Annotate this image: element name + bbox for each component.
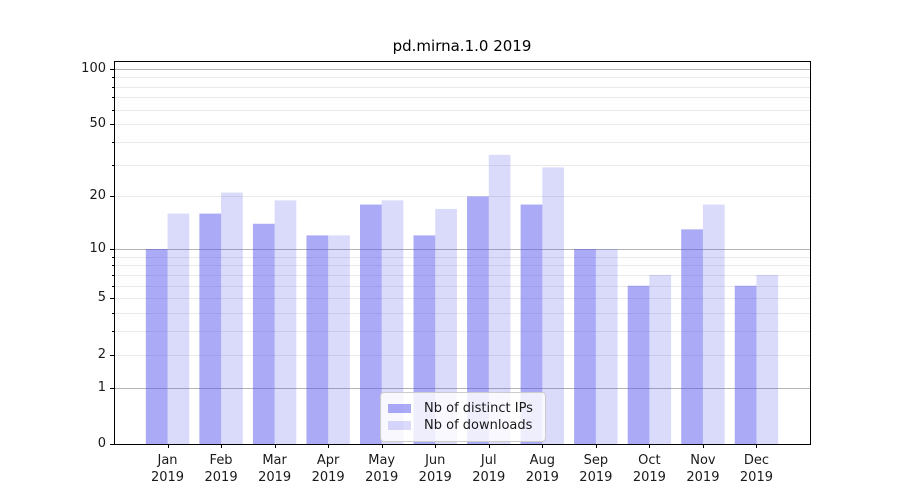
legend-label-distinct-ips: Nb of distinct IPs bbox=[424, 401, 533, 416]
bar-distinct-ips-Jan bbox=[145, 248, 168, 444]
y-tick-label: 0 bbox=[97, 436, 106, 451]
y-tick-label: 100 bbox=[81, 60, 106, 76]
x-tick-label: Feb 2019 bbox=[204, 453, 238, 485]
bar-distinct-ips-Apr bbox=[306, 235, 329, 444]
plot-spines bbox=[114, 61, 811, 445]
bar-downloads-Jul bbox=[488, 154, 511, 445]
bar-downloads-Mar bbox=[274, 200, 297, 444]
bar-distinct-ips-Dec bbox=[734, 285, 757, 444]
x-tick-label: Oct 2019 bbox=[632, 453, 666, 485]
y-tick-label: 50 bbox=[89, 116, 106, 132]
bar-distinct-ips-Oct bbox=[627, 285, 650, 444]
bar-downloads-Feb bbox=[221, 192, 243, 444]
bar-distinct-ips-Aug bbox=[520, 204, 543, 444]
x-tick-label: Jan 2019 bbox=[150, 453, 185, 485]
x-tick-label: Apr 2019 bbox=[311, 453, 345, 485]
bar-distinct-ips-May bbox=[359, 204, 382, 444]
bar-downloads-Jan bbox=[167, 213, 190, 444]
bar-downloads-Nov bbox=[702, 204, 725, 444]
bar-downloads-Oct bbox=[649, 274, 672, 444]
y-tick-label: 1 bbox=[97, 379, 106, 395]
y-tick-label: 10 bbox=[89, 240, 106, 256]
legend: Nb of distinct IPs Nb of downloads bbox=[380, 392, 546, 442]
legend-item-downloads: Nb of downloads bbox=[388, 418, 533, 433]
bar-distinct-ips-Jul bbox=[467, 196, 489, 444]
x-tick-label: Aug 2019 bbox=[525, 453, 559, 485]
bar-downloads-Dec bbox=[756, 274, 779, 444]
x-tick-label: Mar 2019 bbox=[258, 453, 292, 485]
bar-distinct-ips-Nov bbox=[681, 229, 703, 444]
y-tick-label: 5 bbox=[97, 290, 106, 306]
x-tick-label: May 2019 bbox=[365, 453, 399, 485]
legend-item-distinct-ips: Nb of distinct IPs bbox=[388, 401, 533, 416]
bar-distinct-ips-Mar bbox=[252, 223, 275, 444]
bar-downloads-Sep bbox=[595, 248, 618, 444]
y-tick-label: 2 bbox=[97, 346, 106, 362]
bar-downloads-Apr bbox=[328, 235, 350, 444]
bar-distinct-ips-Feb bbox=[199, 213, 222, 444]
chart-title: pd.mirna.1.0 2019 bbox=[392, 37, 532, 55]
x-tick-label: Jun 2019 bbox=[418, 453, 452, 485]
legend-swatch-distinct-ips bbox=[388, 404, 411, 413]
x-tick-label: Jul 2019 bbox=[472, 453, 506, 485]
bar-distinct-ips-Jun bbox=[413, 235, 436, 444]
legend-label-downloads: Nb of downloads bbox=[424, 418, 533, 433]
legend-swatch-downloads bbox=[388, 421, 411, 430]
x-tick-label: Nov 2019 bbox=[686, 453, 720, 485]
bar-downloads-Aug bbox=[542, 167, 565, 444]
bar-downloads-May bbox=[381, 200, 404, 444]
x-tick-label: Sep 2019 bbox=[579, 453, 613, 485]
y-tick-label: 20 bbox=[89, 188, 106, 204]
bar-downloads-Jun bbox=[435, 208, 457, 444]
bar-distinct-ips-Sep bbox=[574, 248, 596, 444]
x-tick-label: Dec 2019 bbox=[739, 453, 773, 485]
